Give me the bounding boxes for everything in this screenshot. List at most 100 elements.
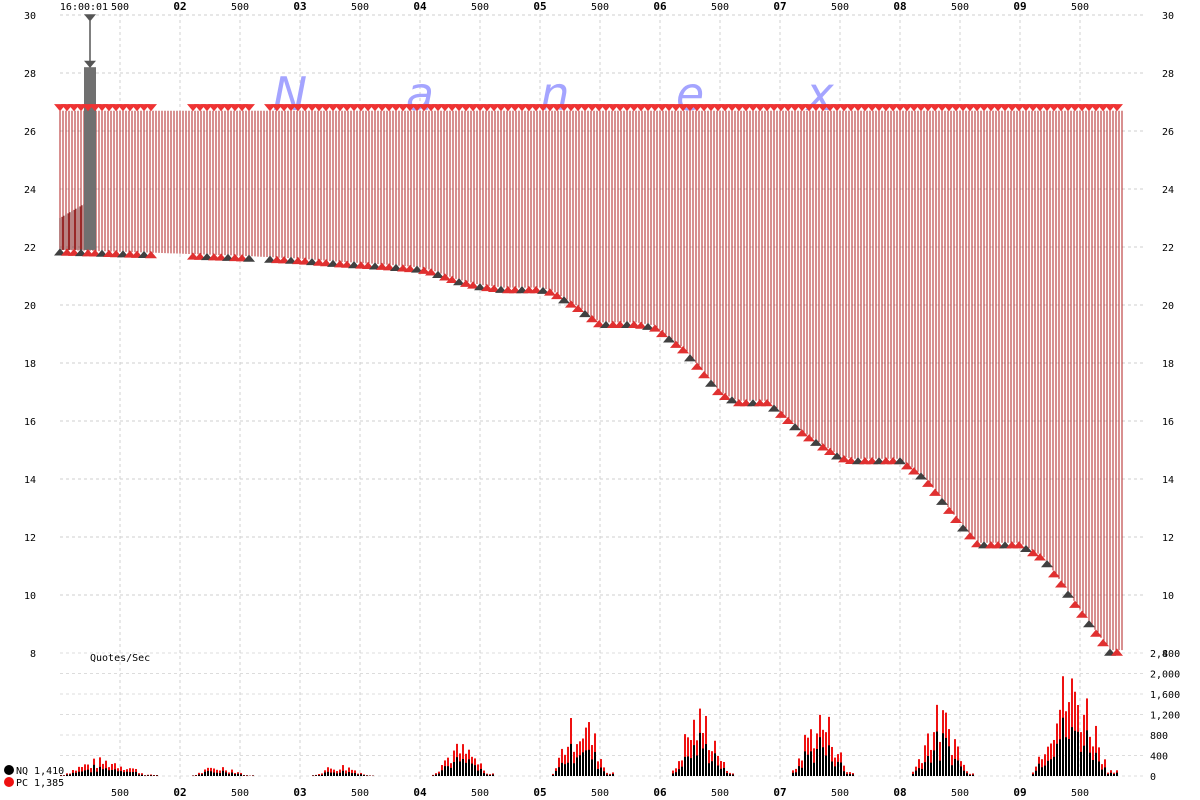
volume-bar-nq: [321, 774, 323, 776]
x-tick-label-top: 500: [471, 2, 489, 13]
volume-bar-nq: [114, 769, 116, 776]
volume-bar-nq: [99, 766, 101, 776]
volume-bar-nq: [555, 770, 557, 776]
volume-bar-pc: [954, 739, 956, 776]
volume-bar-nq: [465, 762, 467, 776]
volume-bar-nq: [696, 755, 698, 776]
volume-bar-nq: [471, 763, 473, 776]
volume-bar-nq: [1095, 752, 1097, 776]
volume-bar-nq: [834, 766, 836, 776]
volume-bar-nq: [567, 762, 569, 776]
volume-bar-nq: [492, 774, 494, 776]
bid-marker: [579, 309, 591, 318]
ask-marker: [145, 104, 157, 112]
volume-bar-nq: [84, 770, 86, 776]
volume-bar-nq: [699, 732, 701, 776]
volume-bar-nq: [354, 773, 356, 776]
volume-bar-nq: [234, 774, 236, 776]
bid-marker: [936, 497, 948, 505]
bid-marker: [656, 329, 668, 338]
volume-bar-nq: [966, 773, 968, 776]
volume-bar-nq: [963, 770, 965, 776]
volume-bar-nq: [480, 768, 482, 776]
bid-marker: [460, 279, 472, 287]
volume-bar-nq: [597, 768, 599, 776]
bid-marker: [1027, 549, 1039, 557]
bid-marker: [894, 457, 906, 465]
volume-bar-nq: [225, 772, 227, 776]
legend-label: NQ 1,410: [16, 766, 64, 777]
ask-marker: [243, 104, 255, 112]
volume-bar-nq: [948, 746, 950, 776]
volume-bar-nq: [468, 759, 470, 776]
volume-bar-nq: [207, 770, 209, 776]
volume-bar-pc: [918, 759, 920, 776]
volume-bar-nq: [798, 766, 800, 776]
volume-bar-nq: [672, 773, 674, 776]
y-tick-label-right: 22: [1162, 243, 1174, 254]
volume-bar-nq: [1038, 763, 1040, 776]
bid-marker: [929, 488, 941, 496]
x-tick-label-bottom: 500: [831, 788, 849, 799]
volume-tick-label: 1,600: [1150, 690, 1180, 701]
volume-bar-nq: [552, 774, 554, 776]
y-tick-label-left: 20: [24, 301, 36, 312]
volume-bar-nq: [477, 770, 479, 776]
volume-bar-nq: [240, 774, 242, 776]
volume-bar-nq: [330, 772, 332, 776]
volume-bar-nq: [918, 768, 920, 776]
volume-bar-pc: [813, 748, 815, 776]
volume-bar-nq: [816, 748, 818, 776]
volume-bar-nq: [135, 771, 137, 776]
bid-marker: [796, 429, 808, 437]
volume-bar-nq: [705, 744, 707, 776]
bid-marker: [1097, 639, 1109, 647]
bid-marker: [1090, 629, 1102, 637]
bid-marker: [649, 324, 661, 332]
volume-bar-nq: [723, 767, 725, 776]
volume-bar-nq: [462, 759, 464, 776]
volume-bar-nq: [570, 743, 572, 776]
x-tick-label-bottom: 500: [471, 788, 489, 799]
y-tick-label-right: 16: [1162, 417, 1174, 428]
volume-bar-nq: [915, 770, 917, 776]
volume-bar-nq: [837, 761, 839, 776]
volume-bar-nq: [1044, 765, 1046, 776]
volume-bar-nq: [90, 772, 92, 776]
y-tick-label-left: 18: [24, 359, 36, 370]
x-tick-label-top: 07: [773, 0, 786, 13]
x-tick-label-top: 500: [111, 2, 129, 13]
bid-marker: [817, 443, 829, 451]
volume-tick-label: 0: [1150, 772, 1156, 783]
bid-marker: [789, 423, 801, 431]
volume-bar-nq: [792, 772, 794, 776]
x-tick-label-bottom: 500: [591, 788, 609, 799]
volume-bar-nq: [345, 773, 347, 776]
volume-bar-nq: [720, 768, 722, 776]
y-tick-label-right: 26: [1162, 127, 1174, 138]
y-tick-label-left: 14: [24, 475, 36, 486]
volume-bar-pc: [330, 768, 332, 776]
spike-marker: [84, 60, 96, 68]
volume-bar-nq: [138, 774, 140, 776]
bid-marker: [831, 452, 843, 460]
x-tick-label-top: 500: [591, 2, 609, 13]
volume-bar-nq: [579, 755, 581, 776]
y-tick-label-left: 26: [24, 127, 36, 138]
bid-marker: [145, 251, 157, 259]
volume-bar-nq: [681, 766, 683, 776]
volume-bar-pc: [327, 767, 329, 776]
x-tick-label-bottom: 06: [653, 786, 667, 799]
volume-bar-nq: [1089, 752, 1091, 776]
volume-bar-nq: [363, 775, 365, 776]
y-tick-label-right: 30: [1162, 11, 1174, 22]
bid-marker: [950, 515, 962, 523]
ask-marker: [1111, 104, 1123, 112]
x-tick-label-bottom: 09: [1013, 786, 1026, 799]
volume-bar-nq: [87, 769, 89, 776]
bid-marker: [964, 532, 976, 540]
volume-bar-nq: [690, 758, 692, 776]
volume-bar-nq: [111, 770, 113, 776]
bid-marker: [453, 278, 465, 286]
bid-marker: [698, 371, 710, 379]
